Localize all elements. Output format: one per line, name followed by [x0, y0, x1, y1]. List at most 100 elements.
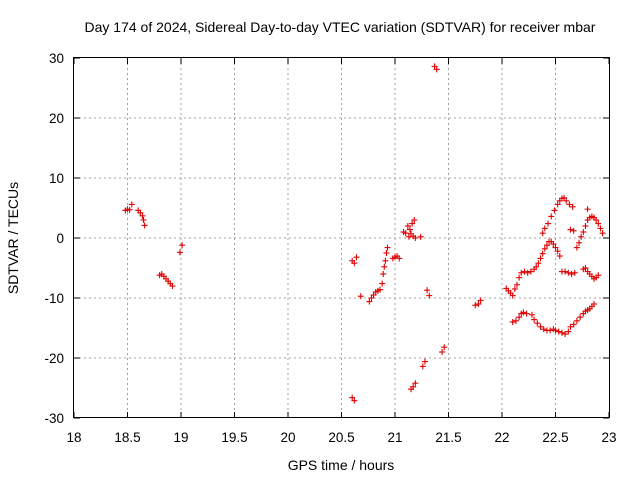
data-point — [543, 242, 550, 249]
data-point — [419, 363, 426, 370]
data-point — [406, 226, 413, 233]
data-point — [382, 257, 389, 264]
data-point — [599, 230, 606, 237]
data-point — [562, 331, 569, 337]
data-point — [576, 239, 583, 246]
data-point — [533, 263, 540, 270]
data-point — [555, 328, 562, 335]
data-point — [523, 310, 530, 317]
data-point — [591, 301, 598, 307]
grid — [73, 57, 610, 419]
data-point — [548, 213, 555, 220]
chart-title: Day 174 of 2024, Sidereal Day-to-day VTE… — [85, 19, 596, 35]
data-point — [528, 311, 535, 318]
data-point — [396, 255, 403, 262]
data-point — [410, 383, 417, 390]
data-point — [551, 207, 558, 214]
data-point — [441, 344, 448, 351]
data-point — [140, 217, 147, 223]
x-tick-label: 20 — [280, 430, 295, 445]
y-tick-label: 0 — [56, 231, 64, 246]
data-point — [534, 320, 541, 327]
data-point — [541, 225, 548, 232]
data-point — [176, 249, 183, 256]
data-point — [577, 314, 584, 321]
data-point — [541, 245, 548, 252]
x-tick-label: 20.5 — [328, 430, 354, 445]
data-point — [563, 197, 570, 204]
data-point — [573, 317, 580, 324]
x-tick-label: 21.5 — [435, 430, 461, 445]
data-point — [595, 220, 602, 227]
data-point — [424, 287, 431, 294]
y-tick-label: 30 — [49, 51, 64, 66]
data-point — [524, 269, 531, 276]
data-point — [412, 380, 419, 387]
y-tick-label: 20 — [49, 111, 64, 126]
data-point — [126, 206, 133, 213]
data-point — [539, 250, 546, 257]
data-point — [580, 229, 587, 235]
data-point — [568, 271, 575, 277]
data-point — [582, 223, 589, 229]
data-point — [571, 269, 578, 276]
data-point — [535, 260, 542, 267]
data-point — [513, 281, 520, 288]
data-point — [545, 220, 552, 227]
data-point — [472, 302, 479, 309]
data-point — [439, 349, 446, 355]
data-point — [412, 235, 419, 241]
data-point — [366, 298, 373, 305]
data-point — [402, 230, 409, 237]
data-point — [537, 323, 544, 330]
data-point — [512, 317, 519, 324]
data-point — [128, 201, 135, 208]
x-axis-label: GPS time / hours — [288, 457, 395, 473]
data-point — [426, 292, 433, 299]
data-point — [516, 314, 523, 321]
data-point — [377, 286, 384, 293]
data-point — [475, 301, 482, 307]
data-point — [565, 328, 572, 335]
plot-frame — [73, 57, 610, 418]
data-point — [179, 242, 186, 249]
data-point — [550, 241, 557, 247]
data-point — [552, 327, 559, 334]
x-tick-label: 18 — [66, 430, 81, 445]
data-point — [558, 329, 565, 336]
data-point — [547, 327, 554, 334]
data-point — [477, 297, 484, 304]
data-point — [411, 217, 418, 223]
data-point — [567, 226, 574, 233]
data-point — [531, 316, 538, 323]
data-point — [169, 283, 176, 289]
data-point — [566, 201, 573, 208]
data-point — [537, 255, 544, 262]
data-point — [511, 286, 518, 292]
data-point — [578, 233, 585, 240]
y-axis-label: SDTVAR / TECUs — [5, 182, 21, 294]
y-tick-label: 10 — [49, 171, 64, 186]
data-point — [593, 217, 600, 223]
x-tick-label: 19 — [173, 430, 188, 445]
x-tick-label: 21 — [387, 430, 402, 445]
data-point — [351, 397, 358, 404]
data-point — [509, 292, 516, 299]
data-point — [552, 244, 559, 251]
data-point — [554, 248, 561, 255]
data-point — [404, 223, 411, 229]
data-point — [380, 271, 387, 277]
data-point — [139, 212, 146, 219]
x-tick-label: 18.5 — [114, 430, 140, 445]
y-tick-label: -20 — [44, 351, 64, 366]
x-tick-label: 22.5 — [542, 430, 568, 445]
data-point — [556, 253, 563, 259]
data-point — [520, 309, 527, 316]
x-tick-label: 19.5 — [221, 430, 247, 445]
data-point — [417, 233, 424, 240]
data-point — [516, 274, 523, 281]
data-point — [379, 280, 386, 287]
data-point — [351, 260, 358, 267]
data-point — [409, 220, 416, 227]
data-point — [540, 326, 547, 333]
